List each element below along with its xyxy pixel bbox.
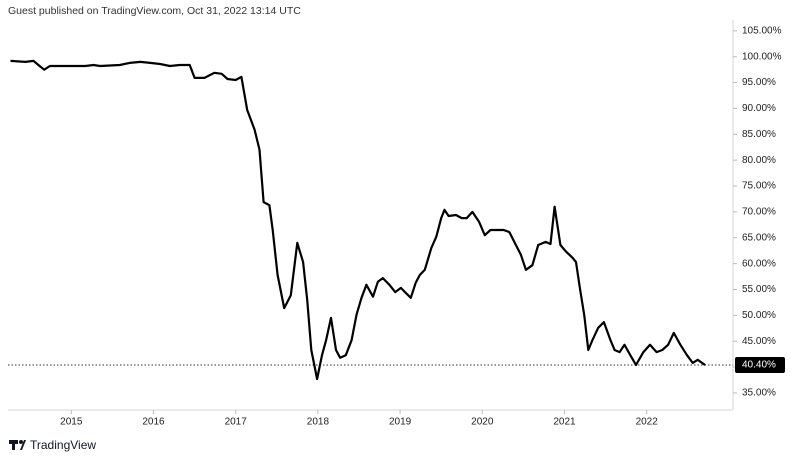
- x-tick-label: 2021: [553, 417, 576, 428]
- x-tick-label: 2017: [225, 417, 248, 428]
- y-tick-label: 85.00%: [742, 129, 776, 140]
- y-tick-label: 90.00%: [742, 103, 776, 114]
- y-tick-label: 100.00%: [742, 51, 782, 62]
- y-tick-label: 80.00%: [742, 155, 776, 166]
- x-tick-label: 2018: [307, 417, 330, 428]
- x-tick-label: 2019: [389, 417, 412, 428]
- last-value-badge: [735, 357, 785, 373]
- y-tick-label: 65.00%: [742, 232, 776, 243]
- x-tick-label: 2022: [636, 417, 659, 428]
- y-tick-label: 50.00%: [742, 310, 776, 321]
- last-value-label: 40.40%: [742, 360, 776, 371]
- y-tick-label: 60.00%: [742, 258, 776, 269]
- y-tick-label: 75.00%: [742, 181, 776, 192]
- y-tick-label: 70.00%: [742, 207, 776, 218]
- y-tick-label: 95.00%: [742, 77, 776, 88]
- brand-name: TradingView: [30, 438, 96, 452]
- y-tick-label: 45.00%: [742, 336, 776, 347]
- y-tick-label: 55.00%: [742, 284, 776, 295]
- x-tick-label: 2016: [142, 417, 165, 428]
- tradingview-logo: [9, 440, 26, 450]
- chart-title: Guest published on TradingView.com, Oct …: [8, 5, 301, 17]
- x-tick-label: 2015: [60, 417, 83, 428]
- price-line: [10, 59, 706, 381]
- y-tick-label: 35.00%: [742, 388, 776, 399]
- y-tick-label: 105.00%: [742, 26, 782, 37]
- x-tick-label: 2020: [471, 417, 494, 428]
